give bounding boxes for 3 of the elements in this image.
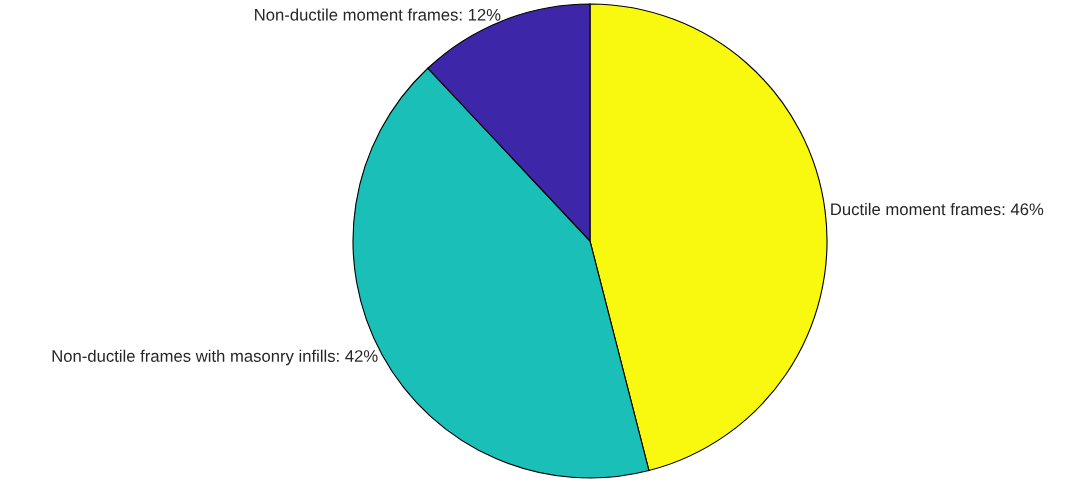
slice-label: Non-ductile moment frames: 12% — [255, 8, 501, 21]
slice-label: Ductile moment frames: 46% — [831, 202, 1044, 216]
slice-label: Non-ductile frames with masonry infills: 42% — [52, 349, 378, 366]
